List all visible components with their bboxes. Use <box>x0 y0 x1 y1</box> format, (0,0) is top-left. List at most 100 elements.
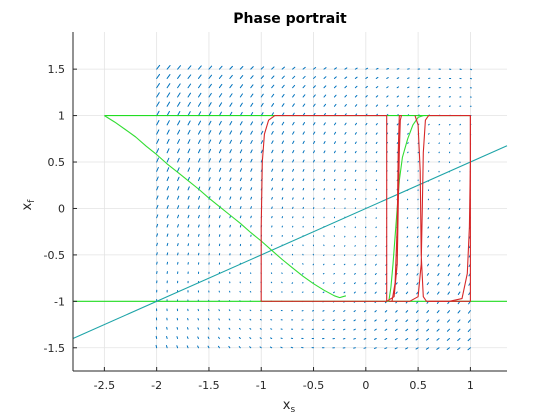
chart-title: Phase portrait <box>233 11 347 27</box>
x-axis-label-subscript: s <box>291 405 296 415</box>
quiver-arrow <box>218 186 221 191</box>
quiver-arrow <box>395 319 398 322</box>
quiver-arrow <box>428 133 430 135</box>
quiver-arrow <box>394 337 398 341</box>
trajectory-red-1 <box>260 115 388 302</box>
quiver-arrow <box>405 310 409 313</box>
quiver-arrow <box>416 263 419 267</box>
quiver-arrow <box>197 327 199 330</box>
quiver-arrow <box>270 290 273 293</box>
quiver-arrow <box>166 214 169 219</box>
quiver-arrow <box>427 226 430 229</box>
quiver-arrow <box>363 347 367 349</box>
quiver-arrow <box>156 92 160 98</box>
quiver-arrow <box>166 233 169 237</box>
quiver-arrow <box>396 132 399 135</box>
quiver-arrow <box>365 76 368 79</box>
quiver-arrow <box>313 103 316 107</box>
quiver-arrow <box>197 158 201 163</box>
quiver-arrow <box>333 169 336 172</box>
quiver-arrow <box>375 141 378 144</box>
quiver-arrow <box>354 160 357 163</box>
quiver-arrow <box>364 291 367 294</box>
quiver-arrow <box>208 111 212 117</box>
quiver-arrow <box>344 169 347 172</box>
quiver-arrow <box>156 120 160 126</box>
quiver-arrow <box>447 319 450 323</box>
quiver-arrow <box>250 177 253 182</box>
quiver-arrow <box>427 254 430 257</box>
quiver-arrow <box>342 328 346 331</box>
quiver-arrow <box>271 187 273 191</box>
quiver-arrow <box>280 346 283 349</box>
quiver-arrow <box>417 105 420 107</box>
quiver-arrow <box>156 233 159 237</box>
quiver-arrow <box>344 131 347 135</box>
quiver-arrow <box>271 75 275 79</box>
quiver-arrow <box>333 141 336 144</box>
quiver-arrow <box>197 195 201 200</box>
quiver-arrow <box>354 76 358 79</box>
quiver-arrow <box>416 282 419 286</box>
quiver-arrow <box>239 102 243 107</box>
quiver-arrow <box>281 140 284 144</box>
y-tick-label: -1.5 <box>44 342 65 355</box>
quiver-arrow <box>448 235 450 239</box>
quiver-arrow <box>218 224 221 228</box>
quiver-arrow <box>437 254 440 258</box>
quiver-arrow <box>166 120 170 126</box>
quiver-arrow <box>458 235 461 239</box>
quiver-arrow <box>365 67 369 70</box>
quiver-arrow <box>186 327 189 330</box>
quiver-arrow <box>187 148 191 154</box>
quiver-arrow <box>218 139 222 144</box>
quiver-arrow <box>208 120 212 126</box>
y-tick-label: 1.5 <box>48 63 66 76</box>
quiver-arrow <box>177 74 181 79</box>
quiver-arrow <box>354 141 357 144</box>
quiver-arrow <box>302 140 305 144</box>
quiver-arrow <box>229 111 233 117</box>
quiver-arrow <box>271 121 274 126</box>
quiver-arrow <box>166 195 169 200</box>
quiver-arrow <box>239 318 241 321</box>
quiver-arrow <box>292 140 295 144</box>
y-tick-label: -1 <box>54 295 65 308</box>
quiver-arrow <box>177 176 180 182</box>
quiver-arrow <box>396 151 399 154</box>
quiver-arrow <box>217 345 220 349</box>
quiver-arrow <box>250 102 254 107</box>
quiver-arrow <box>187 224 190 228</box>
quiver-arrow <box>425 347 430 350</box>
quiver-arrow <box>238 327 241 330</box>
quiver-arrow <box>260 93 264 98</box>
quiver-arrow <box>218 102 223 107</box>
quiver-arrow <box>271 103 275 107</box>
quiver-arrow <box>271 130 274 135</box>
quiver-arrow <box>427 235 430 239</box>
quiver-arrow <box>281 66 285 70</box>
quiver-arrow <box>250 121 254 126</box>
quiver-arrow <box>208 130 212 135</box>
quiver-arrow <box>260 84 264 89</box>
quiver-arrow <box>239 187 242 191</box>
quiver-arrow <box>166 176 170 182</box>
quiver-arrow <box>343 319 346 322</box>
quiver-arrow <box>384 319 388 322</box>
quiver-arrow <box>365 151 368 154</box>
quiver-arrow <box>354 272 356 275</box>
quiver-arrow <box>250 140 253 144</box>
quiver-arrow <box>375 151 378 154</box>
quiver-arrow <box>333 131 337 135</box>
quiver-arrow <box>271 178 274 182</box>
quiver-arrow <box>396 77 400 79</box>
quiver-arrow <box>374 337 377 340</box>
quiver-arrow <box>156 83 160 89</box>
quiver-arrow <box>405 282 409 285</box>
quiver-arrow <box>312 272 315 275</box>
quiver-arrow <box>239 84 244 89</box>
quiver-arrow <box>197 345 199 349</box>
quiver-arrow <box>467 319 471 323</box>
quiver-arrow <box>395 291 398 295</box>
